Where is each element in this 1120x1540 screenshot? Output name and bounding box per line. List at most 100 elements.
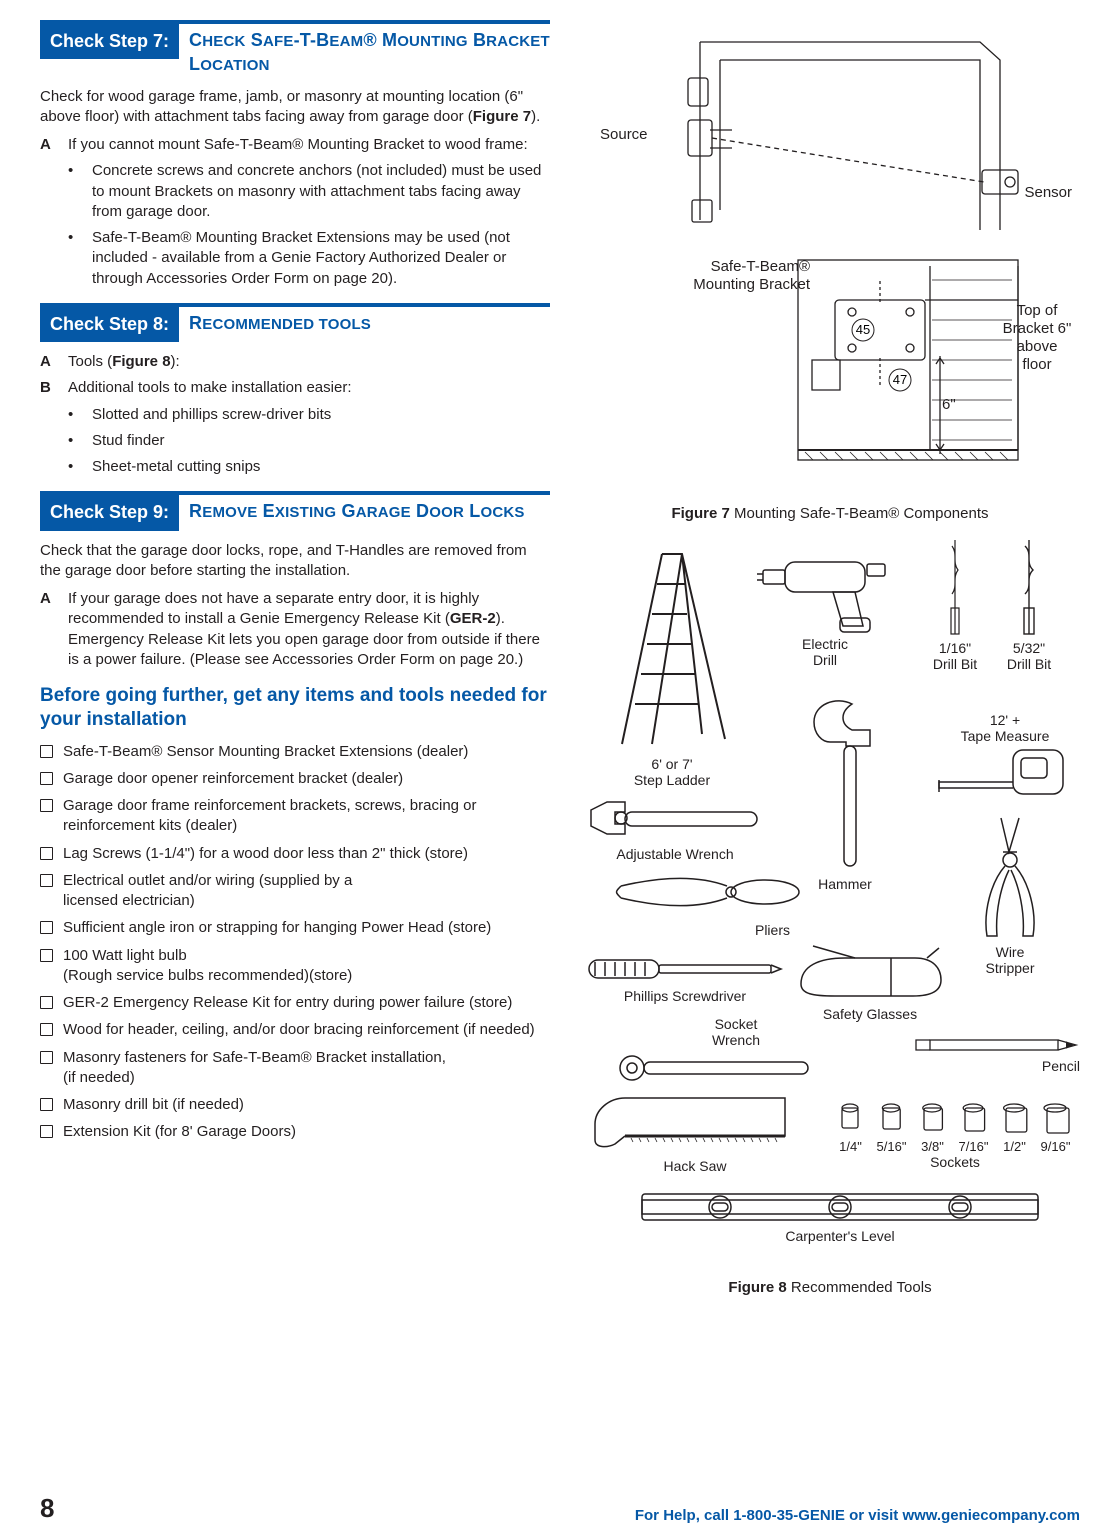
ladder-label: 6' or 7' Step Ladder — [592, 756, 752, 788]
checklist-text: 100 Watt light bulb (Rough service bulbs… — [63, 946, 550, 987]
checklist-text: Sufficient angle iron or strapping for h… — [63, 918, 550, 938]
pencil-label: Pencil — [910, 1058, 1080, 1074]
step7-a-body: If you cannot mount Safe-T-Beam® Mountin… — [68, 135, 550, 155]
checklist-text: Garage door frame reinforcement brackets… — [63, 796, 550, 837]
fig7-sensor-label: Sensor — [1024, 184, 1072, 202]
bullet-dot: • — [68, 405, 92, 425]
page-footer: 8 For Help, call 1-800-35-GENIE or visit… — [40, 1491, 1080, 1526]
drill-label: Electric Drill — [750, 636, 900, 668]
pliers-label: Pliers — [610, 922, 810, 938]
bit1-icon — [944, 538, 966, 638]
checkbox-icon — [40, 874, 53, 887]
step9-header: Check Step 9: REMOVE EXISTING GARAGE DOO… — [40, 491, 550, 530]
fig7-source-label: Source — [600, 126, 648, 144]
checklist-text: Garage door opener reinforcement bracket… — [63, 769, 550, 789]
phillips-label: Phillips Screwdriver — [580, 988, 790, 1004]
sockets-label: Sockets — [830, 1154, 1080, 1170]
step7-a-bullets: •Concrete screws and concrete anchors (n… — [68, 161, 550, 289]
checklist-text: GER-2 Emergency Release Kit for entry du… — [63, 993, 550, 1013]
right-column: 45 47 Source Sensor Safe-T-Beam® Mountin… — [580, 20, 1080, 1299]
socketw-label: Socket Wrench — [676, 1016, 796, 1048]
checklist-item: GER-2 Emergency Release Kit for entry du… — [40, 993, 550, 1013]
checklist-item: Masonry fasteners for Safe-T-Beam® Brack… — [40, 1048, 550, 1089]
svg-text:47: 47 — [893, 372, 907, 387]
step8-b-body: Additional tools to make installation ea… — [68, 378, 550, 398]
figure-7-caption: Figure 7 Mounting Safe-T-Beam® Component… — [580, 504, 1080, 524]
adj-wrench-icon — [585, 794, 765, 844]
step7-header: Check Step 7: CHECK SAFE-T-BEAM® MOUNTIN… — [40, 20, 550, 77]
pencil-icon — [910, 1034, 1080, 1056]
fig7-bracket-label: Safe-T-Beam® Mounting Bracket — [660, 258, 810, 294]
bullet-dot: • — [68, 457, 92, 477]
adj-wrench-label: Adjustable Wrench — [580, 846, 770, 862]
sockets-icon — [832, 1100, 1078, 1138]
step9-a-body: If your garage does not have a separate … — [68, 589, 550, 670]
figure-8-caption: Figure 8 Recommended Tools — [580, 1278, 1080, 1298]
checkbox-icon — [40, 799, 53, 812]
bullet-body: Slotted and phillips screw-driver bits — [92, 405, 550, 425]
ladder-icon — [607, 544, 737, 754]
checklist-text: Safe-T-Beam® Sensor Mounting Bracket Ext… — [63, 742, 550, 762]
svg-text:45: 45 — [856, 322, 870, 337]
stripper-icon — [965, 812, 1055, 942]
step9-list: A If your garage does not have a separat… — [40, 589, 550, 670]
checkbox-icon — [40, 772, 53, 785]
checklist-item: Garage door opener reinforcement bracket… — [40, 769, 550, 789]
step7-badge: Check Step 7: — [40, 24, 179, 59]
tape-label: 12' + Tape Measure — [930, 712, 1080, 744]
checkbox-icon — [40, 745, 53, 758]
checklist-item: Extension Kit (for 8' Garage Doors) — [40, 1122, 550, 1142]
socket-size: 9/16" — [1035, 1138, 1076, 1156]
pliers-icon — [615, 864, 805, 920]
figure-7: 45 47 Source Sensor Safe-T-Beam® Mountin… — [580, 30, 1080, 490]
socket-size: 1/4" — [830, 1138, 871, 1156]
tape-icon — [935, 744, 1075, 804]
checkbox-icon — [40, 996, 53, 1009]
step8-b-label: B — [40, 378, 68, 398]
checklist-item: Lag Screws (1-1/4") for a wood door less… — [40, 844, 550, 864]
step9-badge: Check Step 9: — [40, 495, 179, 530]
checklist-text: Masonry drill bit (if needed) — [63, 1095, 550, 1115]
checkbox-icon — [40, 1125, 53, 1138]
footer-help: For Help, call 1-800-35-GENIE or visit w… — [635, 1506, 1080, 1526]
checklist-text: Wood for header, ceiling, and/or door br… — [63, 1020, 550, 1040]
checkbox-icon — [40, 1098, 53, 1111]
step9-intro: Check that the garage door locks, rope, … — [40, 541, 550, 582]
bit2-icon — [1017, 538, 1041, 638]
level-icon — [640, 1188, 1040, 1226]
checklist-item: Garage door frame reinforcement brackets… — [40, 796, 550, 837]
socketw-icon — [616, 1048, 816, 1088]
socket-size: 1/2" — [994, 1138, 1035, 1156]
hacksaw-label: Hack Saw — [580, 1158, 810, 1174]
checklist-item: 100 Watt light bulb (Rough service bulbs… — [40, 946, 550, 987]
step8-a-body: Tools (Figure 8): — [68, 352, 550, 372]
step8-header: Check Step 8: RECOMMENDED TOOLS — [40, 303, 550, 342]
step9-a-label: A — [40, 589, 68, 670]
checklist-item: Sufficient angle iron or strapping for h… — [40, 918, 550, 938]
socket-size: 5/16" — [871, 1138, 912, 1156]
drill-icon — [755, 544, 895, 634]
checklist-item: Electrical outlet and/or wiring (supplie… — [40, 871, 550, 912]
step9-title: REMOVE EXISTING GARAGE DOOR LOCKS — [179, 495, 525, 523]
step7-a-label: A — [40, 135, 68, 155]
checklist-text: Lag Screws (1-1/4") for a wood door less… — [63, 844, 550, 864]
checklist-item: Wood for header, ceiling, and/or door br… — [40, 1020, 550, 1040]
checkbox-icon — [40, 949, 53, 962]
checklist-text: Extension Kit (for 8' Garage Doors) — [63, 1122, 550, 1142]
bullet-body: Sheet-metal cutting snips — [92, 457, 550, 477]
bullet-body: Concrete screws and concrete anchors (no… — [92, 161, 550, 222]
figure-8: 6' or 7' Step Ladder Electric Drill — [580, 524, 1080, 1264]
step9-subhead: Before going further, get any items and … — [40, 684, 550, 732]
fig7-six: 6" — [942, 396, 956, 414]
step8-badge: Check Step 8: — [40, 307, 179, 342]
bit1-label: 1/16" Drill Bit — [920, 640, 990, 672]
bit2-label: 5/32" Drill Bit — [994, 640, 1064, 672]
figure-7-svg: 45 47 — [580, 30, 1080, 490]
hammer-icon — [800, 694, 890, 874]
bullet-body: Safe-T-Beam® Mounting Bracket Extensions… — [92, 228, 550, 289]
page-number: 8 — [40, 1491, 54, 1526]
checklist-text: Masonry fasteners for Safe-T-Beam® Brack… — [63, 1048, 550, 1089]
left-column: Check Step 7: CHECK SAFE-T-BEAM® MOUNTIN… — [40, 20, 550, 1299]
phillips-icon — [585, 952, 785, 986]
bullet-dot: • — [68, 228, 92, 289]
